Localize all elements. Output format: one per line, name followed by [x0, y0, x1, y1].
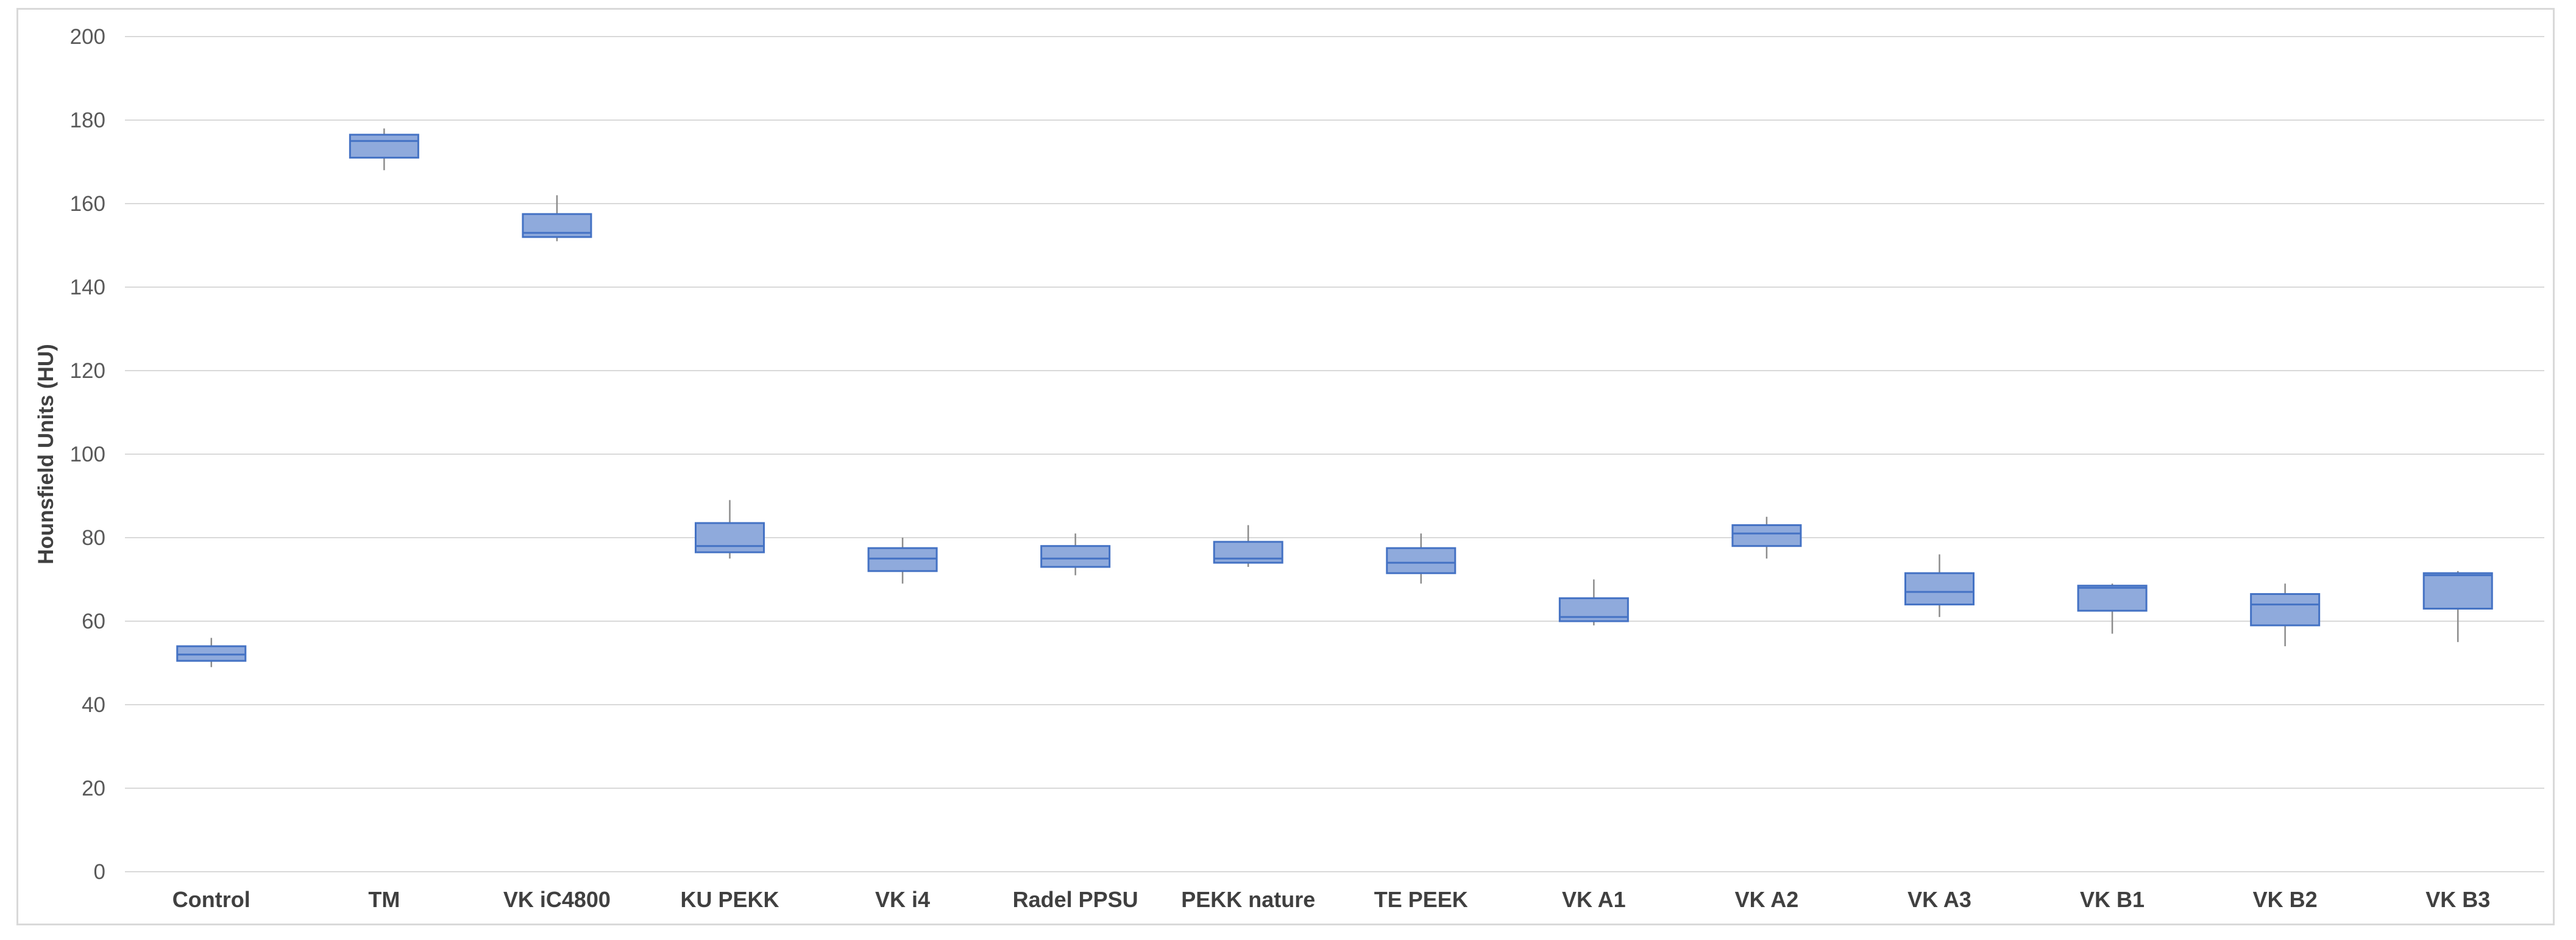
x-category-label: VK iC4800 [503, 887, 611, 912]
x-category-label: VK B1 [2080, 887, 2145, 912]
x-category-label: VK A1 [1562, 887, 1626, 912]
box-group [1040, 533, 1111, 575]
y-tick-label: 140 [70, 276, 105, 299]
box-group [349, 128, 419, 171]
box-iqr [1213, 541, 1283, 564]
x-category-label: Control [172, 887, 250, 912]
x-category-label: Radel PPSU [1013, 887, 1138, 912]
box-group [2422, 571, 2493, 643]
x-category-label: TM [368, 887, 400, 912]
y-tick-label: 160 [70, 192, 105, 216]
x-category-label: PEKK nature [1181, 887, 1315, 912]
x-category-label: KU PEKK [680, 887, 779, 912]
box-iqr [2077, 585, 2148, 612]
box-iqr [867, 547, 938, 572]
box-group [522, 195, 592, 241]
box-iqr [695, 522, 765, 554]
box-iqr [2250, 593, 2321, 627]
y-tick-label: 180 [70, 109, 105, 132]
box-plot-chart: 0 20 40 60 80 100 120 140 160 180 200 Control TM VK … [34, 25, 2544, 912]
box-iqr [1386, 547, 1457, 574]
y-tick-label: 80 [82, 526, 105, 550]
gridlines [125, 36, 2544, 872]
box-iqr [1731, 524, 1802, 547]
box-group [867, 538, 938, 584]
box-iqr [176, 645, 247, 662]
box-iqr [1040, 545, 1111, 568]
x-category-label: VK B2 [2253, 887, 2318, 912]
box-iqr [2422, 572, 2493, 610]
box-group [2250, 583, 2321, 647]
x-category-label: VK A2 [1735, 887, 1799, 912]
y-tick-label: 120 [70, 359, 105, 383]
y-axis-ticks: 0 20 40 60 80 100 120 140 160 180 200 [70, 25, 105, 884]
box-group [1558, 579, 1629, 625]
y-axis-title: Hounsfield Units (HU) [34, 344, 58, 564]
y-tick-label: 200 [70, 25, 105, 49]
x-category-label: VK A3 [1907, 887, 1971, 912]
box-group [1386, 533, 1457, 584]
chart-frame: 0 20 40 60 80 100 120 140 160 180 200 Control TM VK … [16, 8, 2555, 925]
box-iqr [1904, 572, 1975, 606]
box-group [176, 638, 247, 668]
box-group [1904, 554, 1975, 618]
y-tick-label: 40 [82, 693, 105, 717]
box-group [1731, 516, 1802, 559]
box-group [695, 500, 765, 559]
y-tick-label: 0 [94, 860, 105, 884]
boxes [176, 128, 2493, 668]
box-iqr [349, 134, 419, 159]
y-tick-label: 100 [70, 443, 105, 466]
x-category-label: TE PEEK [1374, 887, 1468, 912]
box-group [1213, 525, 1283, 567]
x-category-label: VK i4 [875, 887, 930, 912]
y-tick-label: 20 [82, 777, 105, 800]
x-category-label: VK B3 [2425, 887, 2490, 912]
box-group [2077, 583, 2148, 634]
x-axis-labels: Control TM VK iC4800 KU PEKK VK i4 Radel PPSU… [172, 887, 2490, 912]
y-tick-label: 60 [82, 610, 105, 633]
